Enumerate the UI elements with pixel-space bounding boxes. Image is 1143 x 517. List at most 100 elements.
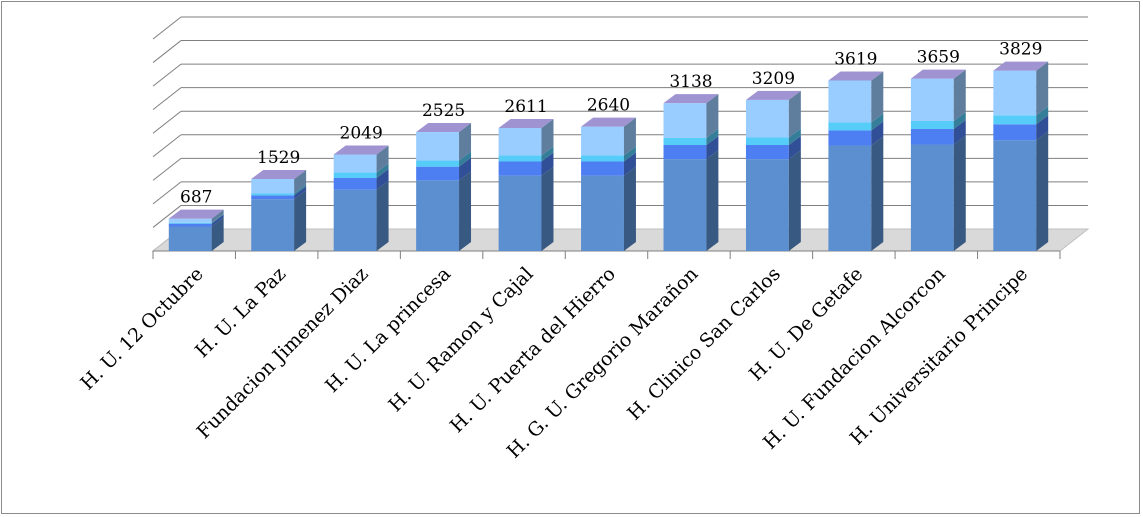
bar-segment-1 bbox=[828, 136, 884, 251]
bar-top bbox=[251, 169, 307, 179]
bar-front bbox=[581, 175, 624, 251]
bar-segment-2 bbox=[828, 121, 884, 146]
bar-side bbox=[294, 190, 307, 251]
bar-segment-3 bbox=[333, 163, 389, 178]
bar-side bbox=[211, 214, 224, 227]
bar-segment-4 bbox=[828, 71, 884, 123]
bar-front bbox=[416, 180, 460, 251]
bar-front bbox=[333, 154, 377, 173]
bar-segment-4 bbox=[663, 94, 719, 138]
bar-front bbox=[498, 127, 542, 156]
bar-side bbox=[541, 166, 554, 251]
bar-side bbox=[211, 209, 224, 223]
bar-front bbox=[663, 145, 707, 160]
bar-side bbox=[541, 152, 554, 176]
bar-segment-4 bbox=[416, 123, 472, 161]
bar-side bbox=[871, 113, 884, 131]
data-label: 1529 bbox=[257, 148, 300, 168]
data-label: 3829 bbox=[999, 40, 1042, 60]
bar-segment-3 bbox=[663, 128, 719, 145]
bar-segment-4 bbox=[498, 118, 554, 156]
bar-segment-4 bbox=[168, 209, 224, 223]
bar-segment-3 bbox=[745, 128, 801, 145]
bar-side bbox=[1036, 106, 1049, 125]
bar-front bbox=[828, 80, 872, 123]
bar-front bbox=[745, 99, 789, 138]
bar-segment-2 bbox=[168, 214, 224, 227]
bar-segment-1 bbox=[993, 131, 1049, 251]
bar-front bbox=[910, 120, 954, 129]
bar-segment-3 bbox=[498, 146, 554, 162]
bar-front bbox=[828, 145, 872, 251]
bar-top bbox=[333, 145, 389, 155]
bar-segment-4 bbox=[581, 117, 636, 156]
gridline-side bbox=[152, 40, 182, 63]
bar-segment-2 bbox=[498, 152, 554, 176]
bar-side bbox=[1036, 131, 1049, 251]
bar-front bbox=[168, 218, 212, 223]
bar-segment-2 bbox=[745, 136, 801, 160]
bar-front bbox=[745, 159, 789, 251]
bar-side bbox=[788, 90, 801, 138]
bar-front bbox=[168, 222, 212, 224]
bar-series-group bbox=[168, 61, 1049, 251]
bar-front bbox=[333, 189, 377, 251]
bar-side bbox=[953, 119, 966, 145]
data-label: 3619 bbox=[834, 50, 877, 70]
bar-side bbox=[294, 169, 307, 194]
gridline-side bbox=[152, 181, 182, 205]
bar-segment-1 bbox=[168, 217, 224, 251]
bar-side bbox=[953, 135, 966, 251]
bar-side bbox=[953, 111, 966, 129]
gridline-side bbox=[152, 110, 182, 134]
bar-side bbox=[953, 69, 966, 121]
bar-front bbox=[993, 124, 1037, 141]
bar-front bbox=[745, 145, 789, 160]
bar-segment-3 bbox=[251, 184, 307, 196]
category-label: H. Universitario Principe bbox=[846, 263, 1033, 450]
gridline-side bbox=[152, 16, 182, 40]
category-label: H. Clinico San Carlos bbox=[623, 263, 785, 425]
bar-top bbox=[416, 123, 472, 133]
category-label: Fundacion Jimenez Diaz bbox=[193, 263, 373, 443]
bar-front bbox=[251, 195, 295, 200]
bar-segment-4 bbox=[333, 145, 389, 173]
bar-segment-4 bbox=[251, 169, 307, 194]
bar-segment-3 bbox=[828, 113, 884, 131]
data-label: 3209 bbox=[752, 69, 795, 89]
bar-segment-3 bbox=[993, 106, 1049, 125]
bar-front bbox=[828, 122, 872, 131]
bar-front bbox=[333, 172, 377, 178]
bar-side bbox=[871, 136, 884, 251]
bar-front bbox=[910, 128, 954, 145]
bar-segment-4 bbox=[745, 90, 801, 138]
bar-front bbox=[993, 140, 1037, 251]
bar-side bbox=[211, 213, 224, 224]
bar-segment-2 bbox=[416, 157, 472, 181]
bar-side bbox=[376, 168, 389, 190]
bar-front bbox=[498, 175, 542, 251]
data-label: 2525 bbox=[422, 101, 465, 121]
bar-front bbox=[993, 115, 1037, 125]
bar-segment-2 bbox=[910, 119, 966, 145]
bar-side bbox=[1036, 61, 1049, 116]
data-label: 3659 bbox=[917, 48, 960, 68]
bar-segment-1 bbox=[333, 180, 389, 251]
bar-side bbox=[294, 184, 307, 196]
bar-front bbox=[251, 193, 295, 196]
bar-side bbox=[1036, 115, 1049, 141]
bar-segment-1 bbox=[251, 190, 307, 251]
gridline-side bbox=[152, 157, 182, 181]
bar-front bbox=[910, 144, 954, 251]
bar-side bbox=[706, 128, 719, 145]
bar-front bbox=[581, 161, 624, 176]
bar-side bbox=[459, 157, 472, 181]
bar-front bbox=[498, 155, 542, 162]
bar-front bbox=[333, 177, 377, 190]
bar-front bbox=[663, 159, 707, 251]
bar-side bbox=[706, 150, 719, 251]
bar-top bbox=[581, 117, 636, 127]
bar-segment-1 bbox=[663, 150, 719, 251]
gridline-side bbox=[152, 63, 182, 87]
